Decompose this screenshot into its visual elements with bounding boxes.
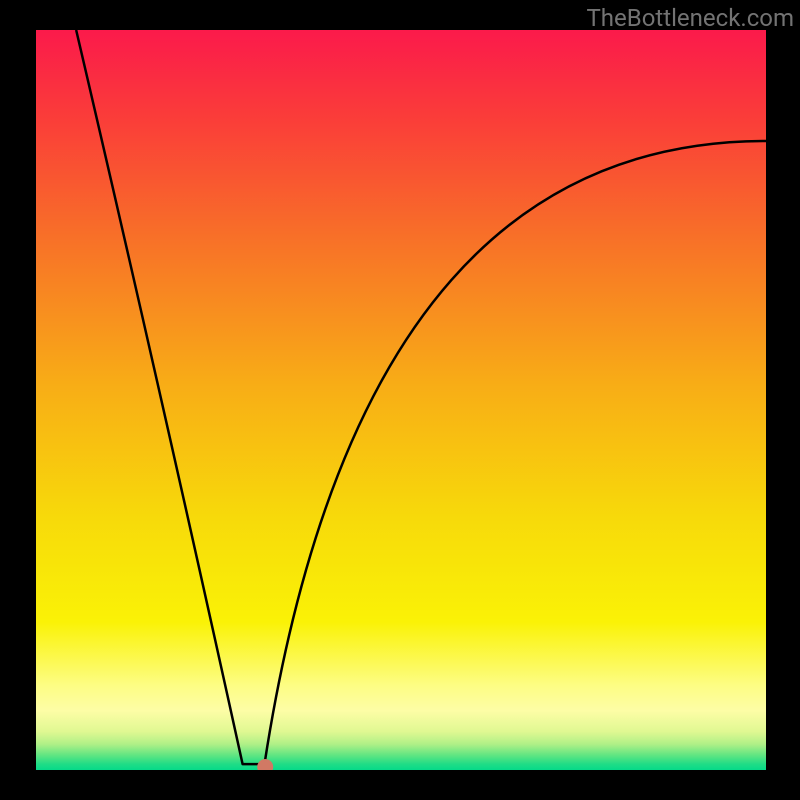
watermark-text: TheBottleneck.com [586,4,794,32]
bottleneck-chart [36,30,766,770]
gradient-background [36,30,766,770]
chart-stage: TheBottleneck.com [0,0,800,800]
